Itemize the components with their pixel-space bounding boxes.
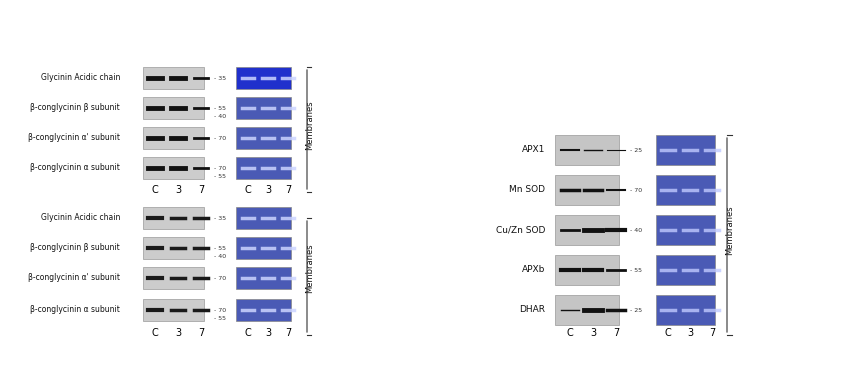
Text: 3: 3	[264, 185, 270, 195]
Text: Mn SOD: Mn SOD	[508, 186, 544, 195]
Text: Glycinin Acidic chain: Glycinin Acidic chain	[40, 214, 120, 222]
Bar	[236, 97, 291, 119]
Text: β-conglycinin β subunit: β-conglycinin β subunit	[30, 244, 120, 253]
Text: β-conglycinin α subunit: β-conglycinin α subunit	[30, 305, 120, 314]
Text: - 55: - 55	[214, 246, 226, 250]
Text: - 40: - 40	[214, 253, 226, 259]
Bar	[236, 237, 291, 259]
Text: C: C	[152, 185, 158, 195]
Text: β-conglycinin α' subunit: β-conglycinin α' subunit	[28, 273, 120, 282]
Bar	[554, 215, 618, 245]
Bar	[236, 267, 291, 289]
Bar	[655, 215, 714, 245]
Bar	[143, 237, 204, 259]
Bar	[143, 299, 204, 321]
Text: β-conglycinin β subunit: β-conglycinin β subunit	[30, 103, 120, 112]
Bar	[554, 255, 618, 285]
Text: - 25: - 25	[629, 308, 641, 312]
Text: 3: 3	[686, 328, 692, 338]
Text: 7: 7	[612, 328, 618, 338]
Text: APXb: APXb	[521, 266, 544, 275]
Text: 3: 3	[175, 185, 181, 195]
Text: - 55: - 55	[629, 267, 641, 273]
Text: 7: 7	[284, 328, 291, 338]
Text: C: C	[566, 328, 573, 338]
Bar	[143, 97, 204, 119]
Bar	[554, 175, 618, 205]
Text: - 70: - 70	[214, 308, 226, 312]
Text: - 70: - 70	[214, 166, 226, 170]
Text: - 55: - 55	[214, 315, 226, 321]
Text: Membranes: Membranes	[725, 205, 734, 255]
Bar	[236, 127, 291, 149]
Text: 3: 3	[264, 328, 270, 338]
Bar	[143, 67, 204, 89]
Text: 7: 7	[198, 328, 204, 338]
Bar	[236, 157, 291, 179]
Text: 7: 7	[198, 185, 204, 195]
Text: - 35: - 35	[214, 215, 226, 221]
Text: Membranes: Membranes	[305, 100, 314, 150]
Text: 3: 3	[175, 328, 181, 338]
Bar	[236, 207, 291, 229]
Bar	[655, 135, 714, 165]
Text: C: C	[245, 328, 251, 338]
Bar	[655, 255, 714, 285]
Text: 3: 3	[589, 328, 595, 338]
Text: Glycinin Acidic chain: Glycinin Acidic chain	[40, 74, 120, 83]
Text: - 70: - 70	[214, 276, 226, 280]
Bar	[143, 267, 204, 289]
Text: β-conglycinin α subunit: β-conglycinin α subunit	[30, 164, 120, 173]
Text: - 40: - 40	[629, 228, 641, 232]
Text: - 40: - 40	[214, 113, 226, 119]
Bar	[655, 295, 714, 325]
Text: - 70: - 70	[629, 187, 641, 192]
Text: - 55: - 55	[214, 106, 226, 110]
Bar	[143, 127, 204, 149]
Text: APX1: APX1	[521, 145, 544, 154]
Text: β-conglycinin α' subunit: β-conglycinin α' subunit	[28, 134, 120, 142]
Bar	[655, 175, 714, 205]
Text: Cu/Zn SOD: Cu/Zn SOD	[495, 225, 544, 234]
Text: 7: 7	[284, 185, 291, 195]
Bar	[236, 299, 291, 321]
Text: - 55: - 55	[214, 173, 226, 179]
Text: C: C	[245, 185, 251, 195]
Bar	[143, 157, 204, 179]
Text: - 70: - 70	[214, 135, 226, 141]
Text: - 35: - 35	[214, 76, 226, 80]
Text: DHAR: DHAR	[518, 305, 544, 314]
Bar	[554, 295, 618, 325]
Text: C: C	[664, 328, 671, 338]
Bar	[554, 135, 618, 165]
Text: - 25: - 25	[629, 148, 641, 153]
Bar	[236, 67, 291, 89]
Text: 7: 7	[708, 328, 715, 338]
Text: C: C	[152, 328, 158, 338]
Text: Membranes: Membranes	[305, 243, 314, 293]
Bar	[143, 207, 204, 229]
